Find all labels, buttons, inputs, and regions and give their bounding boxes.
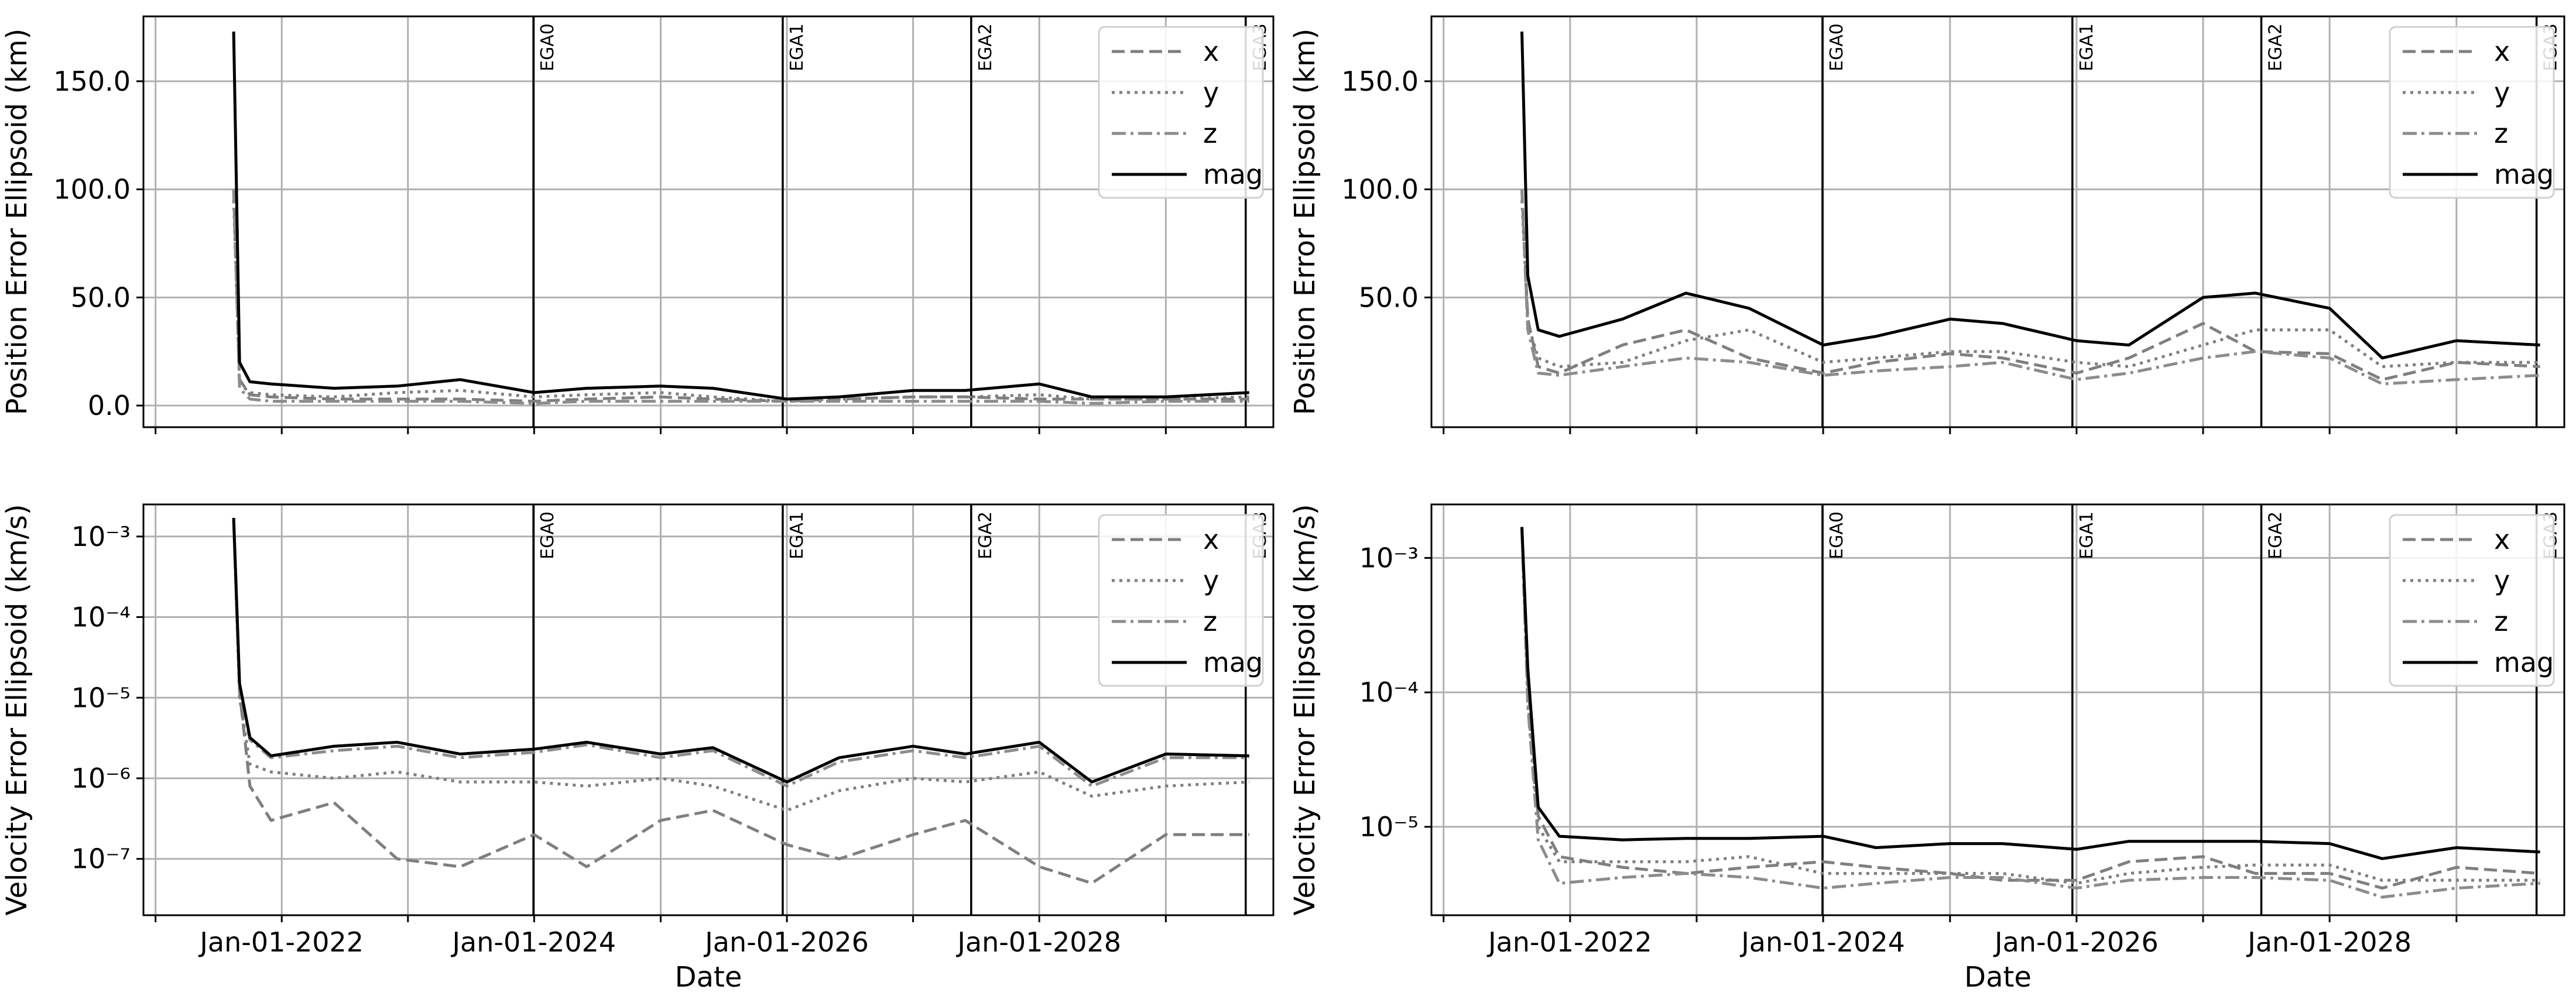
series-group xyxy=(232,31,1249,405)
y-tick-label: 150.0 xyxy=(53,66,131,97)
y-tick-label: 150.0 xyxy=(1341,66,1419,97)
legend-label-y: y xyxy=(2494,77,2510,108)
series-line-z xyxy=(232,520,1249,788)
legend-label-z: z xyxy=(2494,118,2508,149)
event-label-ega2: EGA2 xyxy=(975,511,996,559)
series-line-y xyxy=(232,520,1249,812)
series-line-z xyxy=(1520,189,2540,386)
legend-label-y: y xyxy=(2494,565,2510,596)
x-axis-label: Date xyxy=(1964,961,2032,994)
event-label-ega2: EGA2 xyxy=(975,23,996,71)
event-label-ega1: EGA1 xyxy=(2077,511,2097,559)
event-label-ega0: EGA0 xyxy=(1827,511,1847,559)
plot-frame xyxy=(142,503,1275,916)
x-tick-label: Jan-01-2028 xyxy=(2246,926,2411,958)
plot-frame xyxy=(142,15,1275,428)
y-axis-label: Position Error Ellipsoid (km) xyxy=(1289,29,1321,415)
series-line-mag xyxy=(232,518,1249,784)
y-tick-label: 10⁻⁴ xyxy=(71,602,131,633)
legend-label-y: y xyxy=(1203,77,1219,108)
event-label-ega1: EGA1 xyxy=(787,23,807,71)
legend-label-x: x xyxy=(1203,524,1219,555)
event-label-ega0: EGA0 xyxy=(537,511,558,559)
legend-label-x: x xyxy=(2494,36,2510,67)
event-label-ega0: EGA0 xyxy=(1827,23,1847,71)
series-line-mag xyxy=(232,31,1249,401)
legend-box xyxy=(2389,26,2555,199)
event-label-ega1: EGA1 xyxy=(2077,23,2097,71)
y-tick-label: 10⁻⁷ xyxy=(71,843,131,875)
series-line-z xyxy=(1520,530,2540,899)
y-tick-label: 100.0 xyxy=(53,174,131,205)
legend-label-z: z xyxy=(2494,606,2508,637)
legend-label-x: x xyxy=(2494,524,2510,555)
y-tick-label: 10⁻⁵ xyxy=(71,682,131,713)
event-label-ega2: EGA2 xyxy=(2266,511,2286,559)
legend-label-mag: mag xyxy=(1203,159,1263,190)
y-tick-label: 0.0 xyxy=(88,390,131,421)
series-line-y xyxy=(1520,530,2540,885)
legend: xyz mag xyxy=(1098,514,1264,687)
legend-box xyxy=(2389,514,2555,687)
series-group xyxy=(1520,31,2540,386)
event-label-ega2: EGA2 xyxy=(2266,23,2286,71)
y-axis-label: Velocity Error Ellipsoid (km/s) xyxy=(1,504,33,915)
chart-panel-bottom-right: 10⁻⁵ 10⁻⁴ 10⁻³ Jan-01-2022 Jan-01-2024 Jan-01… xyxy=(1289,503,2565,994)
legend: xyz mag xyxy=(1098,26,1264,199)
y-tick-label: 10⁻⁴ xyxy=(1359,676,1419,708)
y-axis-label: Position Error Ellipsoid (km) xyxy=(1,29,33,415)
y-tick-label: 50.0 xyxy=(1359,281,1419,313)
series-line-x xyxy=(232,189,1249,403)
legend-label-y: y xyxy=(1203,565,1219,596)
event-label-ega1: EGA1 xyxy=(787,511,807,559)
chart-panel-bottom-left: 10⁻⁷ 10⁻⁶ 10⁻⁵ 10⁻⁴ 10⁻³ Jan-01-2022 Jan-01-20… xyxy=(1,503,1275,994)
legend-label-z: z xyxy=(1203,606,1217,637)
y-tick-label: 10⁻³ xyxy=(71,521,131,552)
x-tick-label: Jan-01-2024 xyxy=(450,926,616,958)
event-label-ega0: EGA0 xyxy=(537,23,558,71)
y-tick-label: 100.0 xyxy=(1341,174,1419,205)
legend-box xyxy=(1098,514,1264,687)
y-tick-label: 50.0 xyxy=(71,281,131,313)
series-line-mag xyxy=(1520,31,2540,360)
legend-label-mag: mag xyxy=(1203,647,1263,678)
legend-label-x: x xyxy=(1203,36,1219,67)
series-line-y xyxy=(232,200,1249,403)
series-line-x xyxy=(1520,527,2540,890)
series-line-x xyxy=(1520,189,2540,382)
chart-panel-top-left: 0.050.0100.0150.0EGA0EGA1EGA2EGA3Positio… xyxy=(1,15,1275,434)
series-line-mag xyxy=(1520,527,2540,860)
series-line-z xyxy=(232,189,1249,405)
y-tick-label: 10⁻⁶ xyxy=(71,762,131,794)
legend: xyz mag xyxy=(2389,26,2555,199)
legend-label-z: z xyxy=(1203,118,1217,149)
plot-frame xyxy=(1430,503,2565,916)
x-tick-label: Jan-01-2028 xyxy=(955,926,1121,958)
plot-frame xyxy=(1430,15,2565,428)
x-tick-label: Jan-01-2026 xyxy=(1993,926,2159,958)
legend-label-mag: mag xyxy=(2494,159,2554,190)
series-group xyxy=(232,518,1249,885)
series-group xyxy=(1520,527,2540,899)
legend: xyz mag xyxy=(2389,514,2555,687)
y-tick-label: 10⁻³ xyxy=(1359,542,1419,573)
series-line-x xyxy=(232,518,1249,885)
y-tick-label: 10⁻⁵ xyxy=(1359,811,1419,843)
legend-label-mag: mag xyxy=(2494,647,2554,678)
x-tick-label: Jan-01-2022 xyxy=(1486,926,1652,958)
x-axis-label: Date xyxy=(675,961,742,994)
legend-box xyxy=(1098,26,1264,199)
x-tick-label: Jan-01-2026 xyxy=(703,926,869,958)
x-tick-label: Jan-01-2022 xyxy=(198,926,364,958)
y-axis-label: Velocity Error Ellipsoid (km/s) xyxy=(1289,504,1321,915)
series-line-y xyxy=(1520,200,2540,368)
x-tick-label: Jan-01-2024 xyxy=(1739,926,1905,958)
